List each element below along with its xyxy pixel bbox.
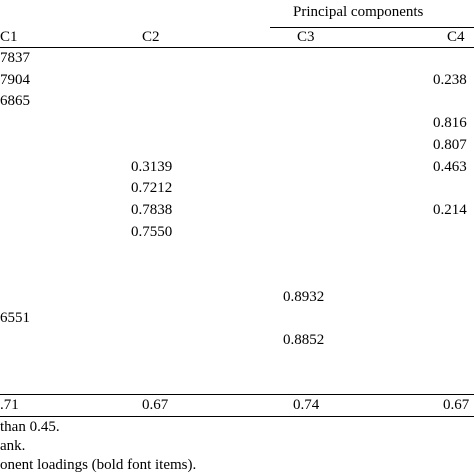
column-header: C2 xyxy=(142,29,160,45)
cell: 0.807 xyxy=(433,136,467,153)
total-cell: 0.74 xyxy=(293,397,320,413)
cell: 0.816 xyxy=(433,115,467,132)
column-header: C4 xyxy=(447,29,465,45)
totals-bottom-rule xyxy=(0,416,474,418)
total-cell: .71 xyxy=(0,397,19,413)
cell: 7904 xyxy=(0,71,30,88)
spanner-rule xyxy=(270,27,474,29)
cell: 0.7550 xyxy=(131,223,173,240)
cell: 6865 xyxy=(0,93,30,110)
cell: 7837 xyxy=(0,50,30,66)
cell: 0.8932 xyxy=(283,288,325,305)
cell: 0.8852 xyxy=(283,332,325,349)
column-header: C1 xyxy=(0,29,18,45)
footnote: than 0.45. xyxy=(0,419,60,435)
totals-top-rule xyxy=(0,394,474,396)
cell: 0.7212 xyxy=(131,180,173,197)
cell: 0.463 xyxy=(433,158,467,175)
cell: 0.3139 xyxy=(131,158,173,175)
total-cell: 0.67 xyxy=(142,397,169,413)
cell: 6551 xyxy=(0,310,30,327)
cell: 0.7838 xyxy=(131,201,173,218)
spanner-header: Principal components xyxy=(293,4,424,20)
column-header: C3 xyxy=(297,29,315,45)
header-rule xyxy=(0,47,474,49)
total-cell: 0.67 xyxy=(443,397,470,413)
cell: 0.214 xyxy=(433,201,467,218)
cell: 0.238 xyxy=(433,71,467,88)
footnote: onent loadings (bold font items). xyxy=(0,457,197,473)
footnote: ank. xyxy=(0,438,26,454)
